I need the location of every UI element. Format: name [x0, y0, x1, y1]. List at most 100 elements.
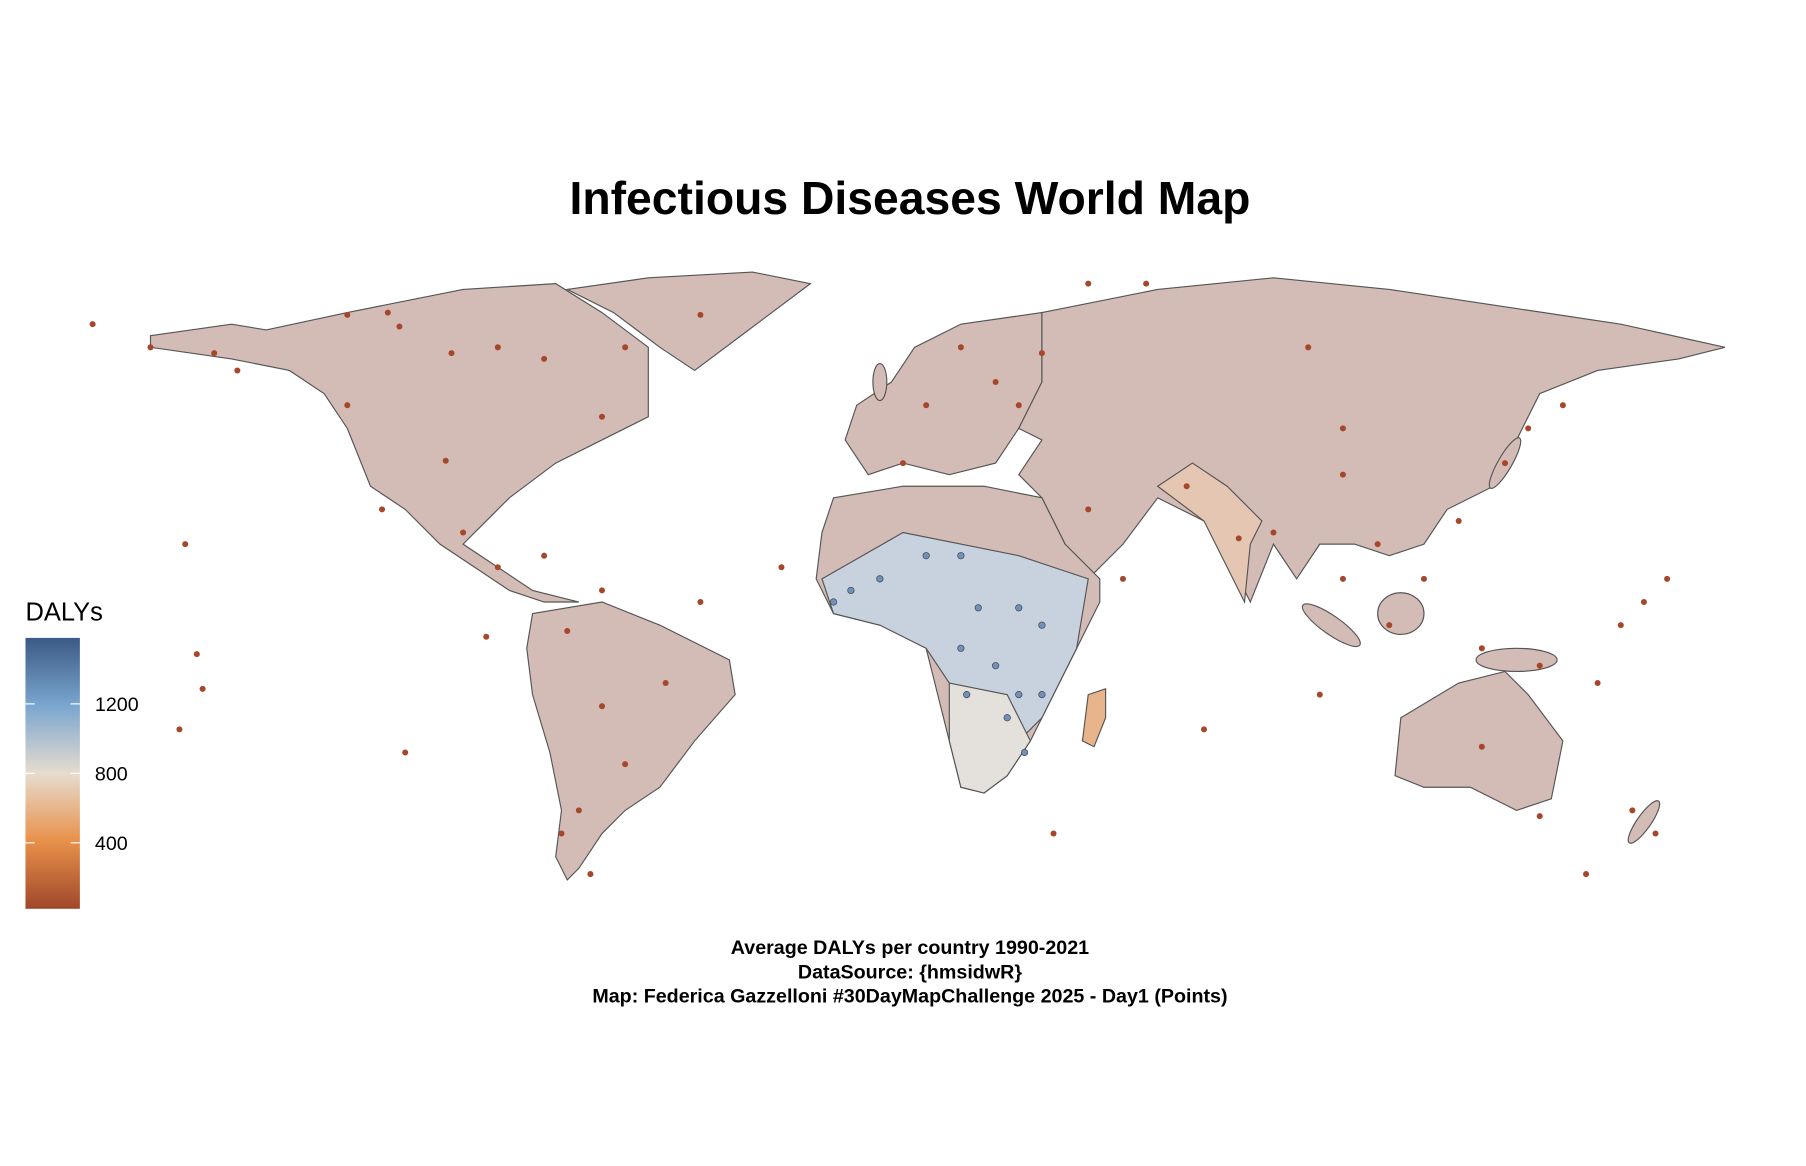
point	[494, 564, 501, 571]
point	[622, 761, 629, 768]
point	[697, 598, 704, 606]
point	[957, 344, 964, 351]
point	[1015, 604, 1023, 612]
point	[662, 680, 669, 687]
points	[89, 280, 1671, 878]
point	[1143, 280, 1150, 287]
point	[89, 321, 96, 328]
point	[1270, 529, 1277, 536]
point	[1640, 598, 1647, 606]
point	[1617, 622, 1624, 629]
point	[402, 749, 409, 756]
point	[876, 575, 884, 583]
point	[1583, 871, 1590, 878]
india	[1156, 462, 1263, 605]
point	[1629, 807, 1636, 814]
point	[379, 506, 386, 513]
point	[182, 541, 189, 548]
point	[1386, 622, 1393, 629]
caption-line: Map: Federica Gazzelloni #30DayMapChalle…	[592, 986, 1227, 1008]
point	[829, 598, 838, 606]
point	[1183, 483, 1190, 490]
north-america	[149, 283, 649, 603]
southern-africa	[948, 682, 1032, 794]
point	[1020, 748, 1029, 757]
new-zealand	[1627, 800, 1661, 844]
point	[199, 685, 206, 692]
point	[1478, 645, 1485, 652]
point	[558, 830, 565, 837]
point	[598, 587, 606, 594]
title: Infectious Diseases World Map	[569, 172, 1250, 224]
point	[598, 413, 606, 420]
point	[1119, 575, 1126, 582]
point	[211, 350, 218, 357]
point	[1038, 350, 1045, 357]
point	[448, 350, 455, 357]
greenland	[565, 271, 812, 372]
point	[344, 402, 351, 409]
point	[442, 457, 449, 464]
point	[1085, 280, 1092, 287]
caption-line: Average DALYs per country 1990-2021	[731, 937, 1089, 959]
point	[1339, 575, 1346, 582]
point	[1003, 714, 1011, 722]
point	[1536, 662, 1543, 669]
point	[1200, 726, 1208, 733]
point	[541, 552, 548, 559]
point	[1305, 344, 1312, 351]
point	[1235, 535, 1242, 542]
point	[483, 633, 490, 640]
point	[541, 355, 548, 362]
legend-tick-label: 1200	[95, 694, 139, 716]
point	[992, 379, 999, 386]
point	[344, 311, 351, 318]
point	[847, 586, 855, 595]
point	[575, 807, 582, 814]
point	[1525, 425, 1532, 432]
point	[957, 552, 965, 560]
point	[1085, 506, 1092, 513]
point	[922, 552, 930, 560]
asia	[1017, 277, 1726, 604]
point	[396, 323, 403, 330]
point	[899, 460, 907, 467]
point	[234, 367, 241, 374]
legend-tick-label: 400	[95, 833, 128, 855]
point	[1455, 517, 1462, 524]
point	[460, 529, 467, 536]
point	[1038, 621, 1046, 629]
point	[923, 402, 930, 409]
point	[974, 604, 982, 612]
point	[494, 344, 501, 351]
legend: 400 800 1200	[25, 694, 139, 855]
point	[957, 644, 965, 652]
point	[1652, 830, 1659, 837]
point	[963, 691, 971, 699]
point	[1339, 425, 1346, 432]
point	[176, 726, 183, 733]
legend-title: DALYs	[25, 599, 102, 627]
point	[1420, 575, 1427, 582]
point	[193, 651, 200, 658]
point	[587, 871, 594, 878]
point	[1374, 541, 1381, 548]
point	[1536, 813, 1543, 820]
point	[1015, 402, 1022, 409]
point	[697, 311, 704, 318]
point	[384, 309, 391, 316]
point	[1339, 471, 1346, 478]
point	[1664, 575, 1671, 582]
madagascar	[1081, 688, 1107, 748]
britain	[872, 362, 888, 402]
point	[1478, 743, 1485, 750]
caption-line: DataSource: {hmsidwR}	[798, 961, 1022, 983]
point	[1050, 830, 1057, 837]
sumatra	[1301, 603, 1361, 648]
point	[147, 344, 154, 351]
point	[622, 344, 629, 351]
australia	[1394, 670, 1564, 812]
new-guinea	[1475, 647, 1558, 673]
point	[1502, 460, 1509, 467]
